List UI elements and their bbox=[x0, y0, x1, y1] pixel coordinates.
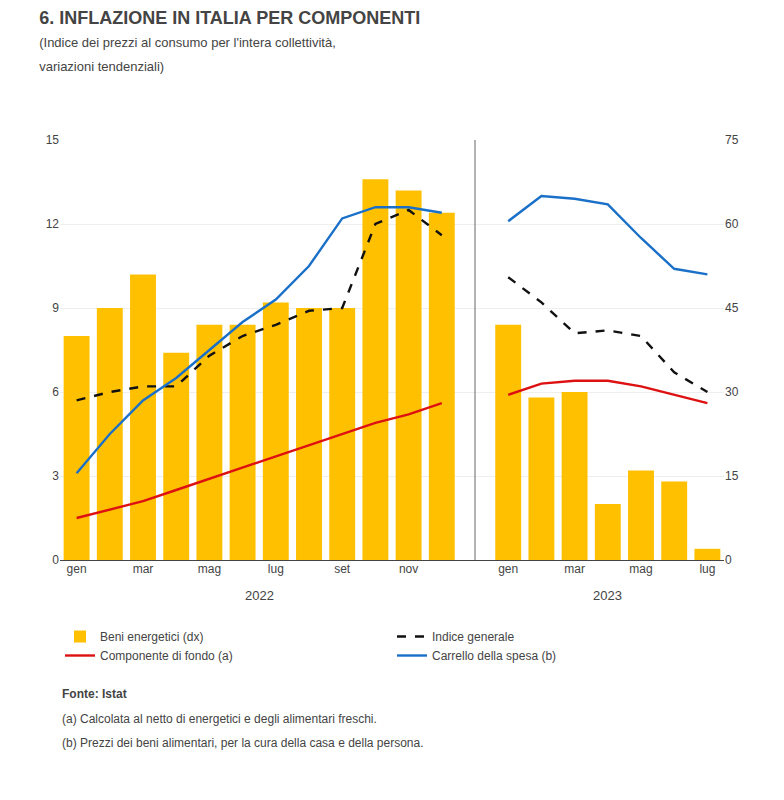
svg-text:12: 12 bbox=[46, 217, 60, 231]
svg-text:0: 0 bbox=[725, 553, 732, 567]
svg-text:nov: nov bbox=[399, 562, 418, 576]
svg-text:lug: lug bbox=[699, 562, 715, 576]
svg-text:9: 9 bbox=[52, 301, 59, 315]
svg-text:30: 30 bbox=[725, 385, 739, 399]
svg-text:15: 15 bbox=[46, 133, 60, 147]
svg-text:60: 60 bbox=[725, 217, 739, 231]
svg-text:3: 3 bbox=[52, 469, 59, 483]
svg-text:mar: mar bbox=[133, 562, 154, 576]
svg-text:mar: mar bbox=[564, 562, 585, 576]
svg-text:15: 15 bbox=[725, 469, 739, 483]
svg-text:Carrello della spesa (b): Carrello della spesa (b) bbox=[432, 649, 556, 663]
svg-text:mag: mag bbox=[198, 562, 221, 576]
svg-text:2022: 2022 bbox=[245, 588, 274, 603]
svg-text:Componente di fondo (a): Componente di fondo (a) bbox=[100, 649, 233, 663]
svg-text:75: 75 bbox=[725, 133, 739, 147]
svg-text:set: set bbox=[334, 562, 351, 576]
svg-text:Fonte: Istat: Fonte: Istat bbox=[62, 687, 127, 701]
svg-text:(a) Calcolata al netto di ener: (a) Calcolata al netto di energetici e d… bbox=[62, 712, 377, 726]
svg-text:0: 0 bbox=[52, 553, 59, 567]
svg-text:Beni energetici (dx): Beni energetici (dx) bbox=[100, 630, 203, 644]
svg-text:Indice generale: Indice generale bbox=[432, 630, 514, 644]
svg-text:45: 45 bbox=[725, 301, 739, 315]
svg-text:gen: gen bbox=[498, 562, 518, 576]
svg-text:2023: 2023 bbox=[593, 588, 622, 603]
svg-text:6: 6 bbox=[52, 385, 59, 399]
svg-text:6. INFLAZIONE IN ITALIA PER CO: 6. INFLAZIONE IN ITALIA PER COMPONENTI(I… bbox=[39, 8, 420, 74]
svg-text:(b) Prezzi dei beni alimentari: (b) Prezzi dei beni alimentari, per la c… bbox=[62, 736, 424, 750]
svg-text:mag: mag bbox=[629, 562, 652, 576]
svg-text:lug: lug bbox=[268, 562, 284, 576]
svg-text:gen: gen bbox=[67, 562, 87, 576]
